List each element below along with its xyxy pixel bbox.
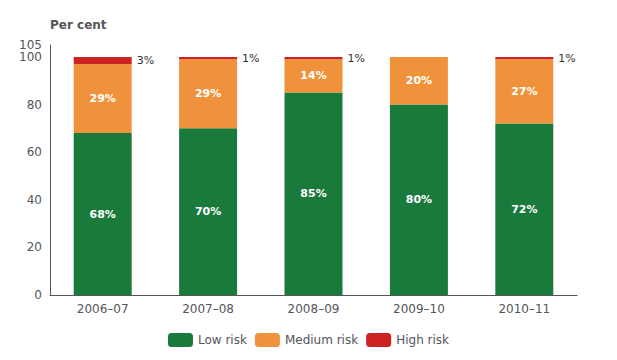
svg-text:105: 105 xyxy=(19,38,42,52)
svg-text:2010–11: 2010–11 xyxy=(498,302,550,316)
svg-text:Medium risk: Medium risk xyxy=(285,333,358,347)
svg-text:1%: 1% xyxy=(347,52,364,65)
svg-text:2008–09: 2008–09 xyxy=(288,302,340,316)
svg-text:Per cent: Per cent xyxy=(50,18,107,32)
svg-text:20: 20 xyxy=(27,240,42,254)
svg-text:2006–07: 2006–07 xyxy=(77,302,129,316)
svg-text:100: 100 xyxy=(19,50,42,64)
svg-text:85%: 85% xyxy=(300,187,326,200)
svg-text:60: 60 xyxy=(27,145,42,159)
svg-text:68%: 68% xyxy=(90,208,116,221)
svg-text:14%: 14% xyxy=(300,69,326,82)
svg-text:1%: 1% xyxy=(558,52,575,65)
svg-text:2009–10: 2009–10 xyxy=(393,302,445,316)
svg-text:29%: 29% xyxy=(195,87,221,100)
svg-text:72%: 72% xyxy=(511,203,537,216)
svg-text:High risk: High risk xyxy=(396,333,449,347)
svg-text:20%: 20% xyxy=(406,74,432,87)
svg-text:Low risk: Low risk xyxy=(198,333,247,347)
svg-text:40: 40 xyxy=(27,193,42,207)
svg-text:3%: 3% xyxy=(137,54,154,67)
svg-text:70%: 70% xyxy=(195,205,221,218)
svg-text:27%: 27% xyxy=(511,85,537,98)
svg-text:0: 0 xyxy=(34,288,42,302)
svg-text:2007–08: 2007–08 xyxy=(182,302,234,316)
svg-text:1%: 1% xyxy=(242,52,259,65)
svg-text:80: 80 xyxy=(27,98,42,112)
svg-text:80%: 80% xyxy=(406,193,432,206)
svg-text:29%: 29% xyxy=(90,92,116,105)
